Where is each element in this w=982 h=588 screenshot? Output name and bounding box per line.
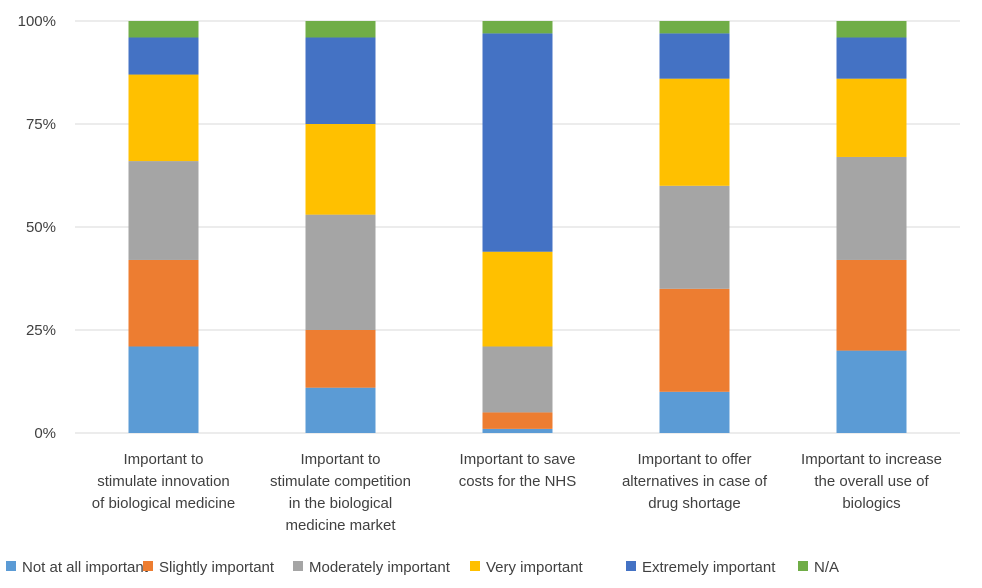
legend-swatch-n-a (798, 561, 808, 571)
legend-swatch-very-important (470, 561, 480, 571)
bar-segment-n-a (482, 21, 553, 34)
category-labels: Important to stimulate innovation of biolo… (92, 451, 942, 534)
bar-segment-moderately-important (659, 185, 730, 289)
legend-label-moderately-important: Moderately important (309, 559, 451, 576)
bar-segment-very-important (305, 124, 376, 215)
bar-segment-moderately-important (128, 161, 199, 260)
bar-segment-very-important (128, 74, 199, 162)
y-tick-label: 75% (26, 116, 56, 133)
bar-segment-n-a (659, 21, 730, 34)
bar-segment-n-a (836, 21, 907, 38)
bar-segment-not-at-all-important (659, 391, 730, 433)
bar-segment-slightly-important (482, 412, 553, 429)
bar-segment-moderately-important (482, 346, 553, 413)
bar-segment-slightly-important (836, 259, 907, 351)
y-tick-label: 50% (26, 219, 56, 236)
x-category-label: Important to increase the overall use of b… (801, 451, 942, 512)
y-axis-ticks: 0% 25% 50% 75% 100% (18, 13, 56, 442)
bar-segment-not-at-all-important (836, 350, 907, 433)
bar-segment-not-at-all-important (482, 428, 553, 433)
y-tick-label: 25% (26, 322, 56, 339)
x-category-label: Important to stimulate competition in the … (270, 451, 411, 534)
bar-segment-very-important (659, 78, 730, 186)
bar-segment-slightly-important (659, 288, 730, 392)
legend-label-not-at-all-important: Not at all important (22, 559, 149, 576)
legend-swatch-slightly-important (143, 561, 153, 571)
bar-segment-n-a (305, 21, 376, 38)
legend-label-slightly-important: Slightly important (159, 559, 275, 576)
legend-swatch-not-at-all-important (6, 561, 16, 571)
y-tick-label: 100% (18, 13, 56, 30)
y-tick-label: 0% (34, 425, 56, 442)
bar-segment-slightly-important (128, 259, 199, 347)
x-category-label: Important to offer alternatives in case o… (622, 451, 768, 512)
bar-segment-n-a (128, 21, 199, 38)
bar-segment-extremely-important (659, 33, 730, 79)
legend-label-very-important: Very important (486, 559, 584, 576)
bar-segment-moderately-important (305, 214, 376, 330)
legend-label-extremely-important: Extremely important (642, 559, 776, 576)
bar-segment-very-important (836, 78, 907, 157)
bar-segment-not-at-all-important (305, 387, 376, 433)
bar-segment-extremely-important (128, 37, 199, 75)
bar-segment-extremely-important (482, 33, 553, 252)
legend-label-n-a: N/A (814, 559, 839, 576)
x-category-label: Important to save costs for the NHS (459, 451, 577, 490)
bar-segment-very-important (482, 251, 553, 347)
legend: Not at all important Slightly important Mo… (6, 559, 839, 576)
x-category-label: Important to stimulate innovation of biolo… (92, 451, 235, 512)
bar-segment-extremely-important (836, 37, 907, 79)
bar-segment-not-at-all-important (128, 346, 199, 433)
bar-segment-extremely-important (305, 37, 376, 125)
bar-segment-slightly-important (305, 330, 376, 388)
bar-segment-moderately-important (836, 156, 907, 260)
legend-swatch-extremely-important (626, 561, 636, 571)
bars (128, 21, 907, 433)
legend-swatch-moderately-important (293, 561, 303, 571)
